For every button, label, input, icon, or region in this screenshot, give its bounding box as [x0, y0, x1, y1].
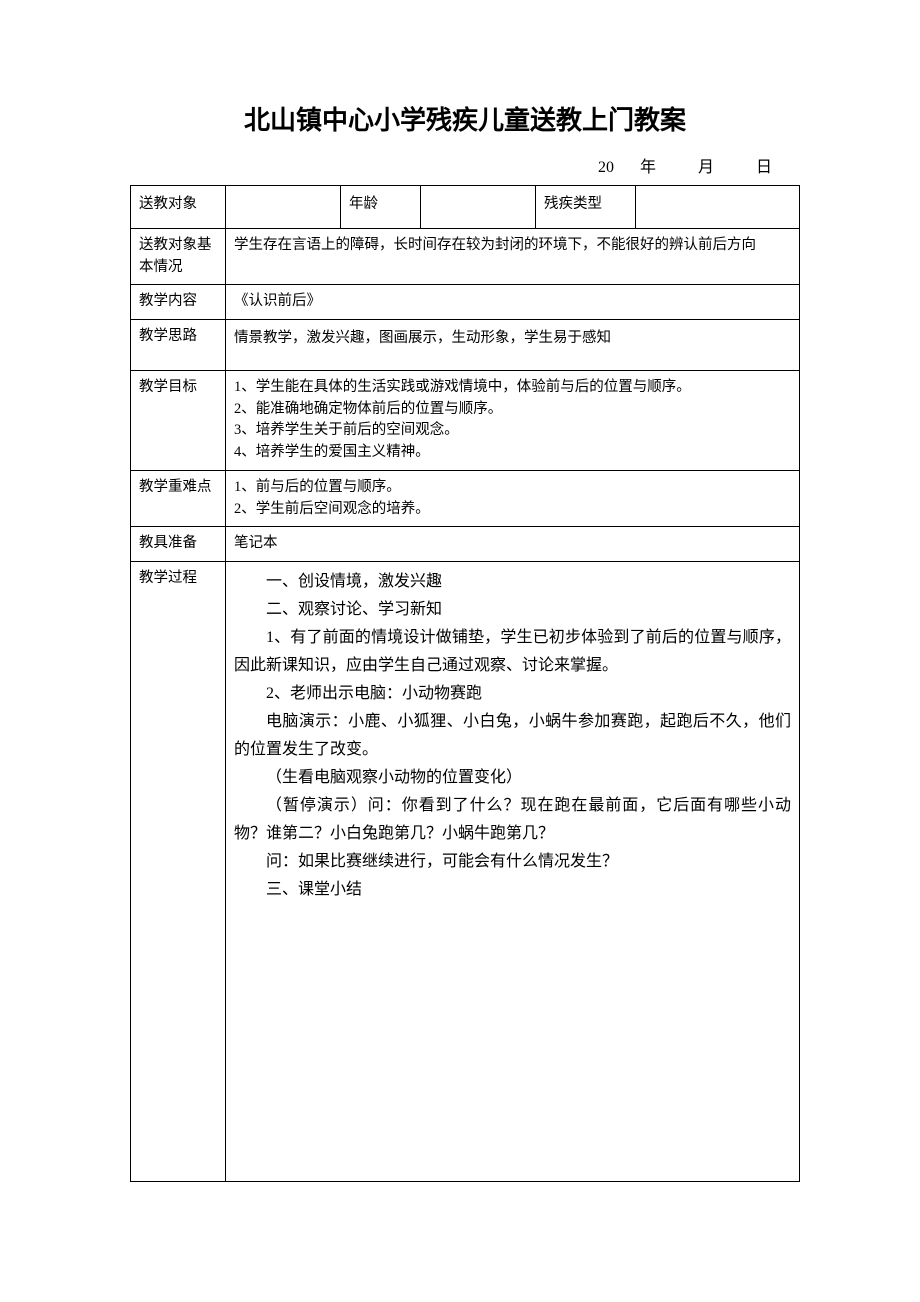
value-teaching-goal: 1、学生能在具体的生活实践或游戏情境中，体验前与后的位置与顺序。2、能准确地确定… [226, 370, 800, 470]
table-row: 教学过程 一、创设情境，激发兴趣二、观察讨论、学习新知1、有了前面的情境设计做铺… [131, 562, 800, 1182]
label-teaching-prep: 教具准备 [131, 527, 226, 562]
label-teaching-process: 教学过程 [131, 562, 226, 1182]
value-age [421, 186, 536, 229]
label-disability-type: 残疾类型 [536, 186, 636, 229]
value-teaching-process: 一、创设情境，激发兴趣二、观察讨论、学习新知1、有了前面的情境设计做铺垫，学生已… [226, 562, 800, 1182]
table-row: 教具准备 笔记本 [131, 527, 800, 562]
label-teaching-thought: 教学思路 [131, 320, 226, 371]
process-line: （生看电脑观察小动物的位置变化） [234, 764, 791, 792]
goal-line: 1、学生能在具体的生活实践或游戏情境中，体验前与后的位置与顺序。 [234, 377, 791, 399]
lesson-plan-table: 送教对象 年龄 残疾类型 送教对象基本情况 学生存在言语上的障碍，长时间存在较为… [130, 185, 800, 1182]
table-row: 送教对象基本情况 学生存在言语上的障碍，长时间存在较为封闭的环境下，不能很好的辨… [131, 228, 800, 285]
value-teaching-prep: 笔记本 [226, 527, 800, 562]
value-disability-type [636, 186, 800, 229]
process-line: 1、有了前面的情境设计做铺垫，学生已初步体验到了前后的位置与顺序，因此新课知识，… [234, 624, 791, 680]
label-age: 年龄 [341, 186, 421, 229]
process-line: （暂停演示）问：你看到了什么？现在跑在最前面，它后面有哪些小动物？谁第二？小白兔… [234, 792, 791, 848]
difficulty-line: 1、前与后的位置与顺序。 [234, 477, 791, 499]
table-row: 教学思路 情景教学，激发兴趣，图画展示，生动形象，学生易于感知 [131, 320, 800, 371]
process-line: 电脑演示：小鹿、小狐狸、小白兔，小蜗牛参加赛跑，起跑后不久，他们的位置发生了改变… [234, 708, 791, 764]
process-line: 三、课堂小结 [234, 876, 791, 904]
process-line: 问：如果比赛继续进行，可能会有什么情况发生？ [234, 848, 791, 876]
label-subject: 送教对象 [131, 186, 226, 229]
process-line: 一、创设情境，激发兴趣 [234, 568, 791, 596]
label-teaching-difficulty: 教学重难点 [131, 470, 226, 527]
label-teaching-goal: 教学目标 [131, 370, 226, 470]
difficulty-line: 2、学生前后空间观念的培养。 [234, 499, 791, 521]
table-row: 教学重难点 1、前与后的位置与顺序。2、学生前后空间观念的培养。 [131, 470, 800, 527]
table-row: 教学目标 1、学生能在具体的生活实践或游戏情境中，体验前与后的位置与顺序。2、能… [131, 370, 800, 470]
value-basic-situation: 学生存在言语上的障碍，长时间存在较为封闭的环境下，不能很好的辨认前后方向 [226, 228, 800, 285]
goal-line: 3、培养学生关于前后的空间观念。 [234, 420, 791, 442]
table-row: 送教对象 年龄 残疾类型 [131, 186, 800, 229]
value-teaching-thought: 情景教学，激发兴趣，图画展示，生动形象，学生易于感知 [226, 320, 800, 371]
value-subject [226, 186, 341, 229]
process-line: 二、观察讨论、学习新知 [234, 596, 791, 624]
date-line: 20 年 月 日 [130, 153, 800, 177]
label-teaching-content: 教学内容 [131, 285, 226, 320]
label-basic-situation: 送教对象基本情况 [131, 228, 226, 285]
goal-line: 4、培养学生的爱国主义精神。 [234, 442, 791, 464]
value-teaching-content: 《认识前后》 [226, 285, 800, 320]
goal-line: 2、能准确地确定物体前后的位置与顺序。 [234, 399, 791, 421]
table-row: 教学内容 《认识前后》 [131, 285, 800, 320]
value-teaching-difficulty: 1、前与后的位置与顺序。2、学生前后空间观念的培养。 [226, 470, 800, 527]
page-title: 北山镇中心小学残疾儿童送教上门教案 [130, 100, 800, 137]
process-line: 2、老师出示电脑：小动物赛跑 [234, 680, 791, 708]
